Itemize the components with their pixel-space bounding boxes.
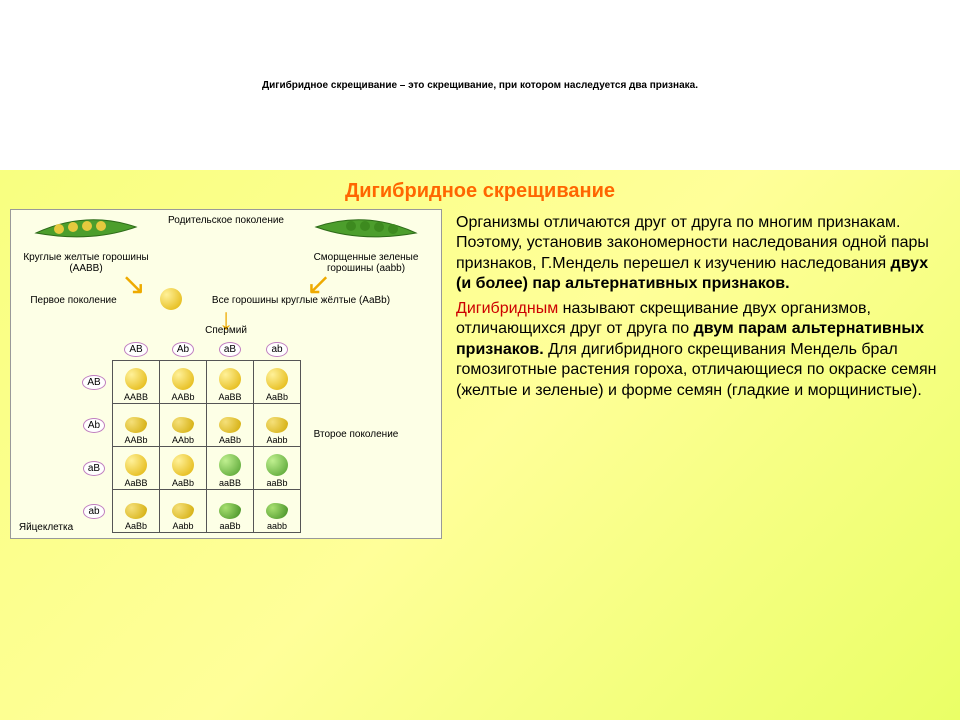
text-span-red: Дигибридным	[456, 300, 558, 317]
parent-right-block: Сморщенные зеленые горошины (aabb)	[296, 215, 436, 274]
gamete-side: Ab	[83, 418, 105, 433]
cell-geno: AaBb	[219, 435, 241, 445]
pea-pod-left-icon	[31, 215, 141, 249]
parent-left-label: Круглые желтые горошины (AABB)	[16, 252, 156, 274]
gamete-header: Ab	[172, 342, 194, 357]
main-title: Дигибридное скрещивание	[0, 170, 960, 209]
gamete-side: AB	[82, 375, 105, 390]
cell-geno: AaBb	[172, 478, 194, 488]
cell-geno: AABb	[124, 435, 147, 445]
pea-pod-right-icon	[311, 215, 421, 249]
cell-geno: AaBb	[266, 392, 288, 402]
cell-geno: AaBB	[124, 478, 147, 488]
gamete-header: ab	[266, 342, 287, 357]
cell-geno: AABB	[124, 392, 148, 402]
cell-geno: aaBB	[219, 478, 241, 488]
text-span: Организмы отличаются друг от друга по мн…	[456, 214, 929, 272]
egg-label: Яйцеклетка	[19, 522, 73, 533]
main-panel: Дигибридное скрещивание Круглые желтые г…	[0, 170, 960, 720]
top-caption: Дигибридное скрещивание – это скрещивани…	[262, 80, 698, 91]
gamete-side: ab	[83, 504, 104, 519]
f1-seed-icon	[160, 288, 182, 310]
f2-gen-label: Второе поколение	[301, 336, 411, 533]
gamete-header: aB	[219, 342, 241, 357]
arrow-right-icon: ↙	[306, 276, 436, 294]
cell-geno: aaBb	[219, 521, 240, 531]
cell-geno: AAbb	[172, 435, 194, 445]
cell-geno: AaBb	[125, 521, 147, 531]
cell-geno: AABb	[171, 392, 194, 402]
diagram-area: Круглые желтые горошины (AABB) Родительс…	[10, 209, 442, 539]
cell-geno: aabb	[267, 521, 287, 531]
top-area: Дигибридное скрещивание – это скрещивани…	[0, 0, 960, 170]
cell-geno: aaBb	[266, 478, 287, 488]
cell-geno: Aabb	[172, 521, 193, 531]
parent-gen-label: Родительское поколение	[156, 215, 296, 274]
cell-geno: AaBB	[218, 392, 241, 402]
parent-left-block: Круглые желтые горошины (AABB)	[16, 215, 156, 274]
text-area: Организмы отличаются друг от друга по мн…	[442, 209, 950, 539]
gamete-header: AB	[124, 342, 147, 357]
parent-right-label: Сморщенные зеленые горошины (aabb)	[296, 252, 436, 274]
punnett-square: AB Ab aB ab AB AABB AABb AaBB AaBb	[76, 338, 301, 533]
f1-result-label: Все горошины круглые жёлтые (AaBb)	[211, 295, 391, 306]
paragraph-2: Дигибридным называют скрещивание двух ор…	[456, 299, 942, 401]
cell-geno: Aabb	[266, 435, 287, 445]
arrow-left-icon: ↘	[16, 276, 146, 294]
sperm-label: Спермий	[16, 325, 436, 336]
f1-gen-label: Первое поколение	[16, 295, 131, 306]
gamete-side: aB	[83, 461, 105, 476]
paragraph-1: Организмы отличаются друг от друга по мн…	[456, 213, 942, 295]
